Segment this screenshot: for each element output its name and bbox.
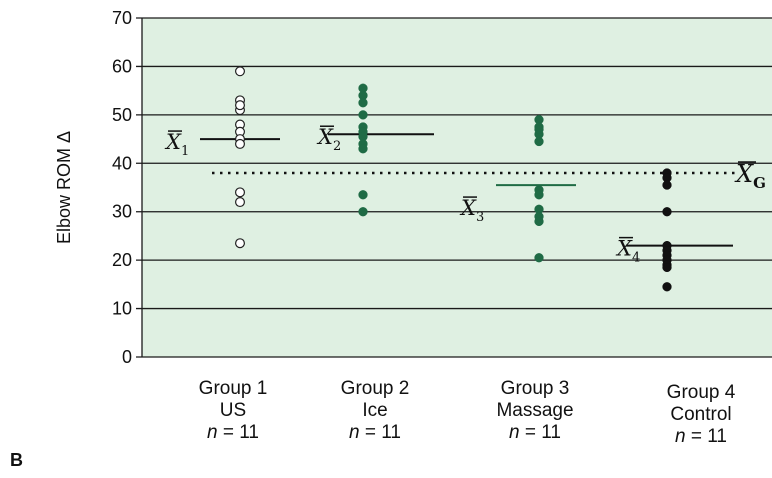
n-symbol: n bbox=[349, 422, 360, 443]
n-value: = 11 bbox=[364, 422, 401, 443]
category-treatment: Ice bbox=[362, 400, 388, 421]
category-treatment: Control bbox=[670, 404, 732, 425]
category-treatment: US bbox=[219, 400, 247, 421]
group-4-point bbox=[662, 180, 672, 190]
category-name: Group 4 bbox=[666, 382, 736, 403]
n-value: = 11 bbox=[524, 422, 561, 443]
category-n: n = 11 bbox=[636, 426, 766, 448]
y-axis-label: Elbow ROM Δ bbox=[54, 131, 74, 244]
n-symbol: n bbox=[675, 426, 686, 447]
grand-mean-label: XG bbox=[734, 160, 766, 192]
panel-label: B bbox=[10, 450, 23, 470]
category-name: Group 3 bbox=[500, 378, 570, 399]
group-2-point bbox=[358, 207, 368, 217]
y-tick-label: 10 bbox=[112, 299, 132, 319]
group-3-point bbox=[534, 253, 544, 263]
category-label-group-4: Group 4 Control n = 11 bbox=[636, 382, 766, 448]
y-tick-label: 50 bbox=[112, 105, 132, 125]
group-3-point bbox=[534, 190, 544, 200]
category-label-group-3: Group 3 Massage n = 11 bbox=[470, 378, 600, 444]
group-1-mean-label: X1 bbox=[164, 130, 189, 159]
group-2-point bbox=[358, 144, 368, 154]
group-1-point bbox=[235, 187, 246, 198]
group-1-point bbox=[235, 66, 246, 77]
group-1-point bbox=[235, 238, 246, 249]
y-tick-label: 70 bbox=[112, 8, 132, 28]
category-name: Group 1 bbox=[198, 378, 268, 399]
group-4-point bbox=[662, 207, 672, 217]
n-symbol: n bbox=[207, 422, 218, 443]
y-tick-label: 20 bbox=[112, 250, 132, 270]
group-4-mean-label: X4 bbox=[615, 237, 640, 266]
group-4-point bbox=[662, 262, 672, 273]
y-tick-label: 40 bbox=[112, 153, 132, 173]
category-label-group-2: Group 2 Ice n = 11 bbox=[310, 378, 440, 444]
category-treatment: Massage bbox=[496, 400, 574, 421]
n-symbol: n bbox=[509, 422, 520, 443]
category-label-group-1: Group 1 US n = 11 bbox=[168, 378, 298, 444]
group-1-point bbox=[235, 197, 246, 208]
n-value: = 11 bbox=[222, 422, 259, 443]
category-n: n = 11 bbox=[470, 422, 600, 444]
group-2-point bbox=[358, 190, 368, 200]
group-1-point bbox=[235, 138, 246, 149]
n-value: = 11 bbox=[690, 426, 727, 447]
group-2-point bbox=[358, 110, 368, 120]
group-1-point bbox=[235, 100, 246, 111]
group-3-point bbox=[534, 216, 544, 227]
category-n: n = 11 bbox=[168, 422, 298, 444]
group-4-point bbox=[662, 282, 672, 292]
y-tick-label: 60 bbox=[112, 56, 132, 76]
group-2-point bbox=[358, 98, 368, 108]
group-3-point bbox=[534, 124, 544, 135]
y-tick-label: 0 bbox=[122, 347, 132, 367]
group-3-mean-label: X3 bbox=[459, 196, 484, 225]
group-3-point bbox=[534, 136, 544, 147]
y-tick-label: 30 bbox=[112, 202, 132, 222]
group-2-mean-label: X2 bbox=[316, 125, 341, 154]
category-n: n = 11 bbox=[310, 422, 440, 444]
category-name: Group 2 bbox=[340, 378, 410, 399]
